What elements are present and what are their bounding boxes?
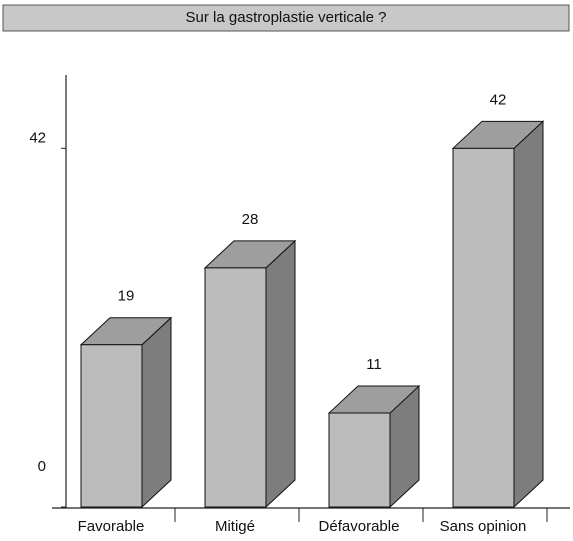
bar: [79, 316, 173, 509]
bar-side: [141, 316, 172, 509]
x-tick-label: Sans opinion: [440, 518, 527, 535]
bar: [327, 384, 421, 509]
x-tick-label: Défavorable: [319, 518, 400, 535]
bar: [451, 120, 545, 509]
value-label: 11: [366, 356, 382, 373]
value-label: 19: [118, 288, 135, 305]
bar-front: [452, 147, 515, 508]
bar-side: [513, 120, 544, 509]
bar-front: [204, 267, 267, 508]
bar-front: [80, 344, 143, 508]
title-box: [2, 4, 570, 32]
bar: [203, 239, 297, 509]
y-tick-label: 0: [38, 458, 46, 475]
value-label: 42: [490, 91, 507, 108]
x-tick-label: Mitigé: [215, 518, 255, 535]
bar-front: [328, 412, 391, 508]
bar-side: [265, 239, 296, 509]
chart-title: Sur la gastroplastie verticale ?: [186, 9, 387, 26]
x-tick-label: Favorable: [78, 518, 145, 535]
value-label: 28: [242, 211, 259, 228]
y-tick-label: 42: [29, 129, 46, 146]
